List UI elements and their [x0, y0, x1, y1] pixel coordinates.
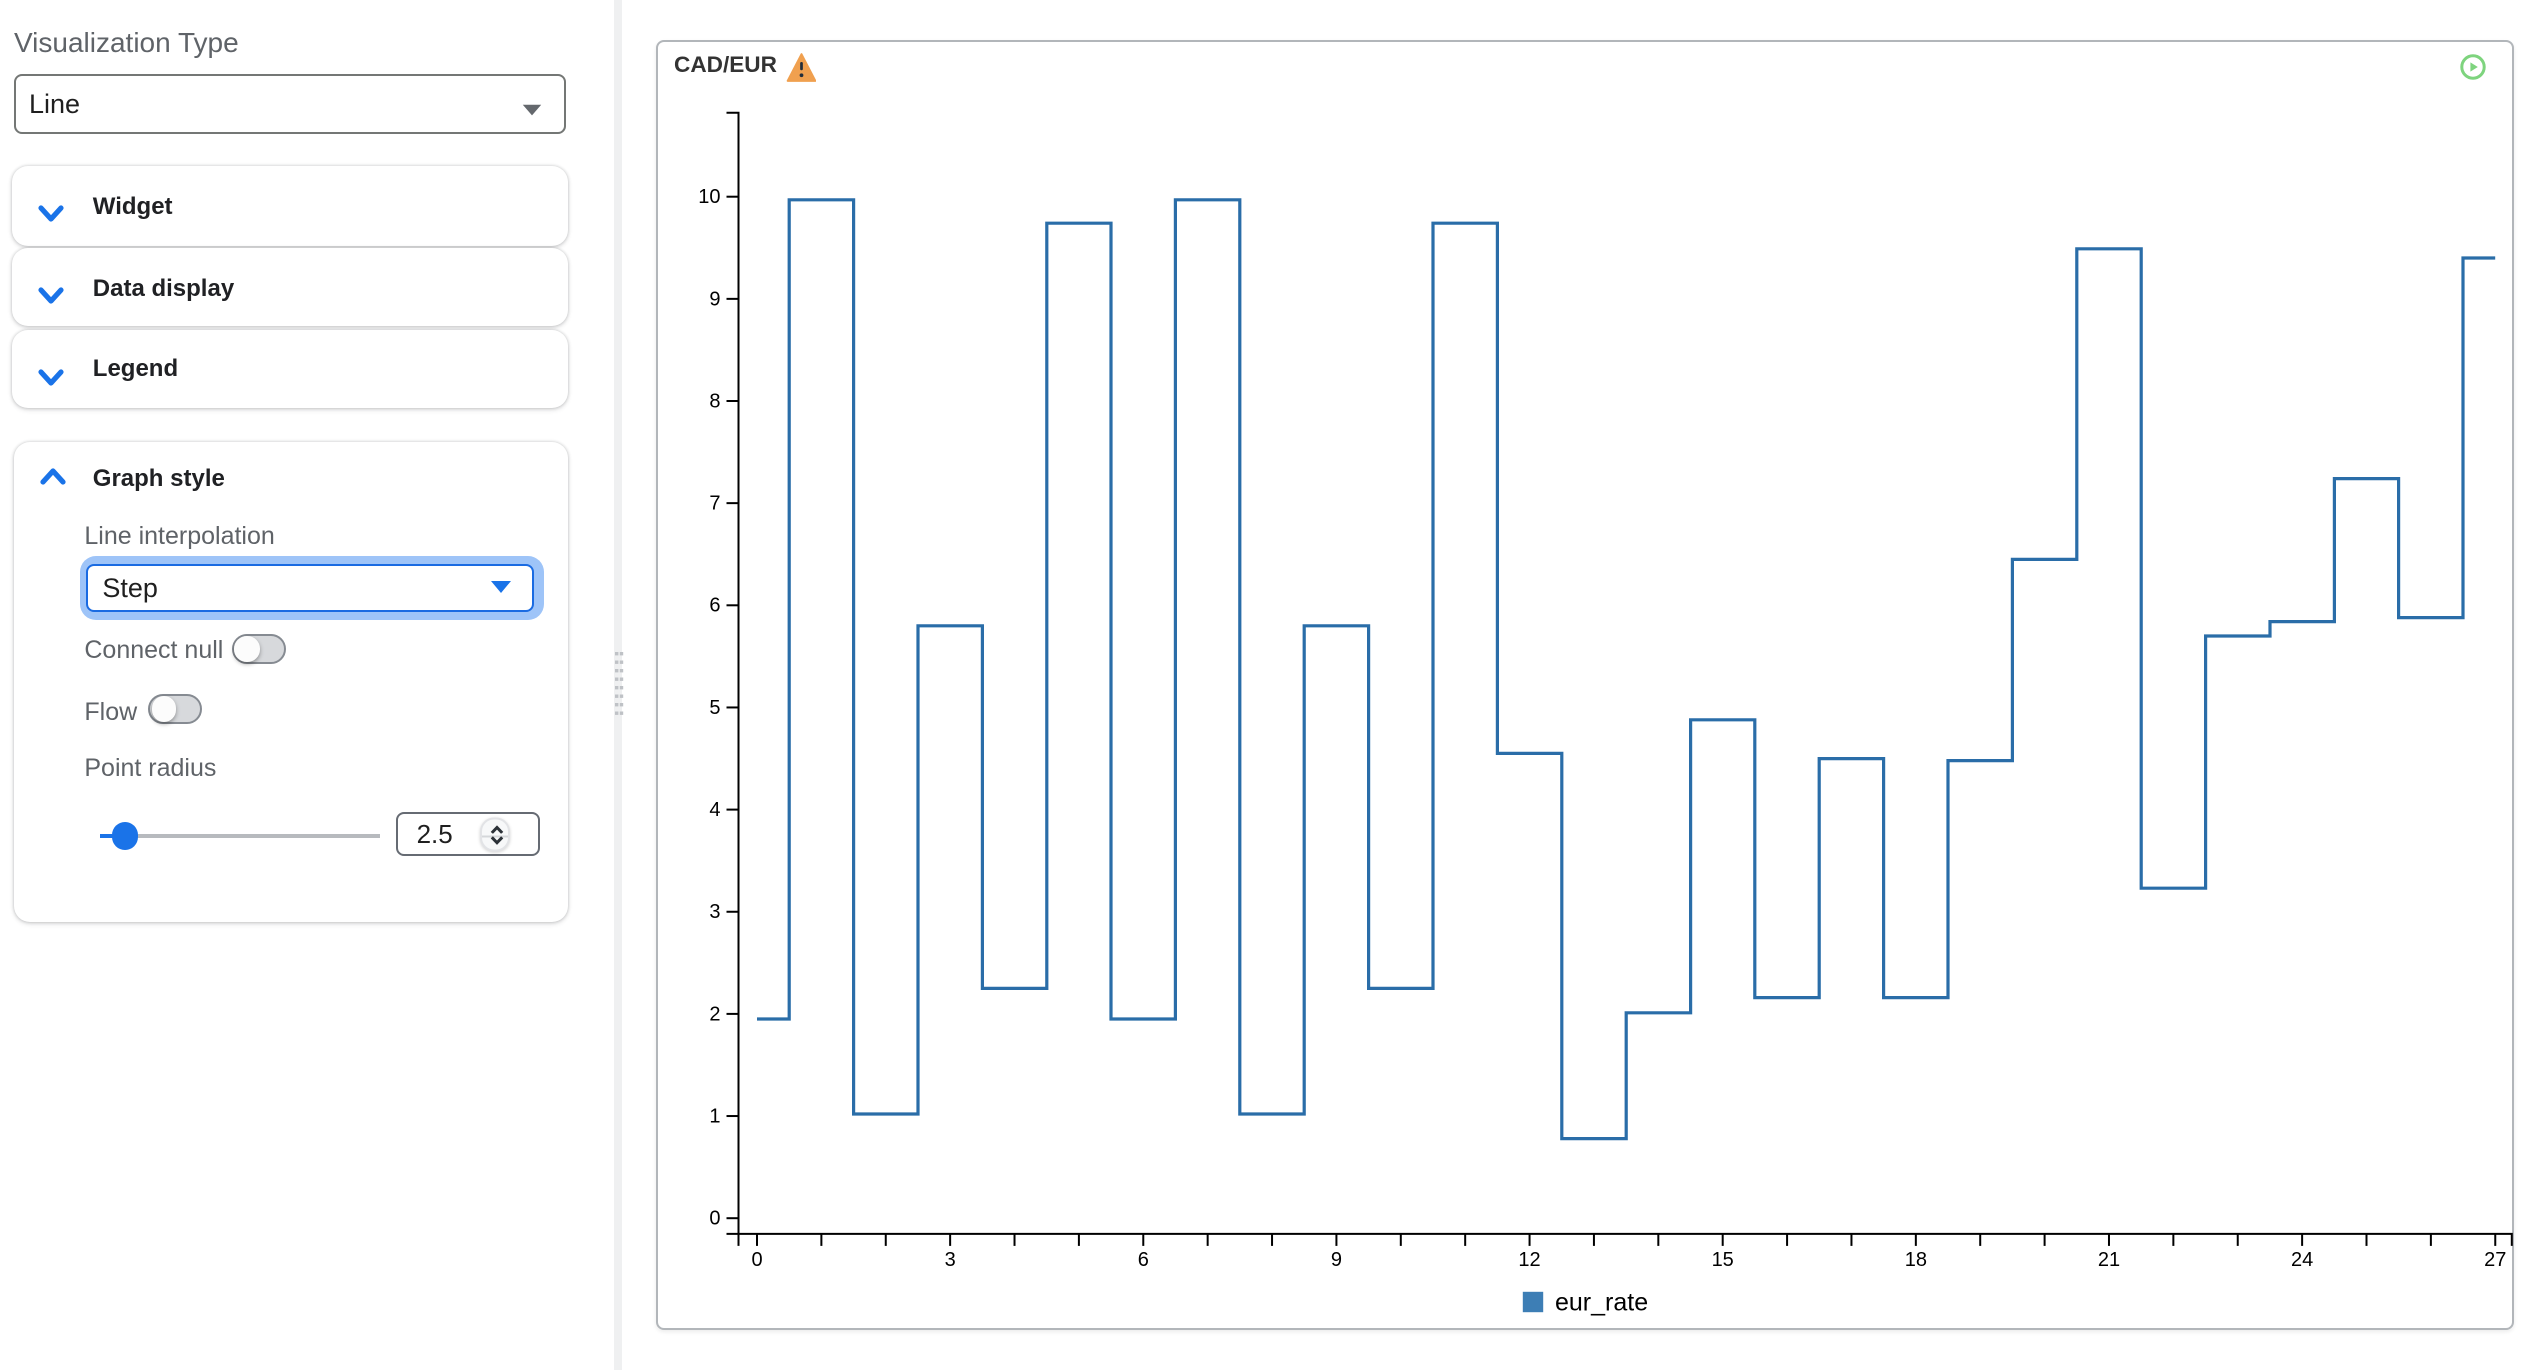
- svg-text:15: 15: [1712, 1249, 1734, 1271]
- svg-text:8: 8: [709, 390, 720, 412]
- svg-text:2: 2: [709, 1003, 720, 1025]
- svg-text:27: 27: [2484, 1249, 2506, 1271]
- svg-text:10: 10: [698, 186, 720, 208]
- svg-text:4: 4: [709, 799, 720, 821]
- svg-text:0: 0: [709, 1208, 720, 1230]
- svg-text:12: 12: [1518, 1249, 1540, 1271]
- svg-text:3: 3: [945, 1249, 956, 1271]
- svg-text:18: 18: [1905, 1249, 1927, 1271]
- svg-text:9: 9: [709, 288, 720, 310]
- svg-text:21: 21: [2098, 1249, 2120, 1271]
- svg-text:0: 0: [751, 1249, 762, 1271]
- svg-text:1: 1: [709, 1105, 720, 1127]
- svg-text:5: 5: [709, 697, 720, 719]
- svg-text:7: 7: [709, 493, 720, 515]
- svg-text:6: 6: [1138, 1249, 1149, 1271]
- svg-text:24: 24: [2291, 1249, 2313, 1271]
- svg-text:6: 6: [709, 595, 720, 617]
- svg-text:9: 9: [1331, 1249, 1342, 1271]
- svg-text:eur_rate: eur_rate: [1555, 1289, 1648, 1317]
- svg-text:3: 3: [709, 901, 720, 923]
